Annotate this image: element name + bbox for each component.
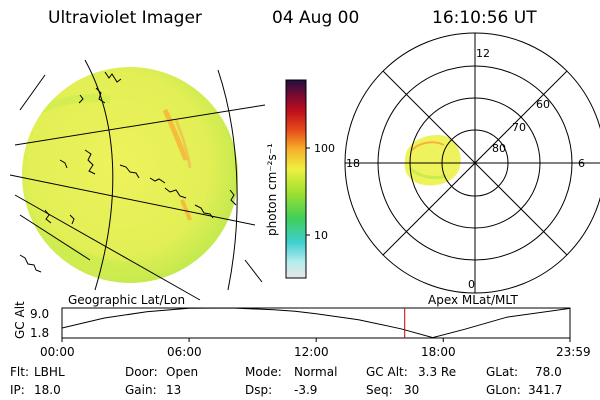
status-flt-value: LBHL [34, 365, 65, 379]
mlt-label-0: 0 [468, 278, 475, 291]
altitude-ytick-min: 1.8 [30, 326, 50, 340]
aurora-band-mid [174, 119, 192, 169]
polar-aurora [404, 135, 461, 186]
mlt-label-12: 12 [476, 47, 490, 60]
aurora-oval-bright [411, 141, 445, 151]
altitude-xtick-1200: 12:00 [294, 345, 329, 359]
altitude-frame [61, 307, 571, 339]
altitude-xtick-0000: 00:00 [40, 345, 75, 359]
status-ip-value: 18.0 [34, 383, 61, 397]
status-glon-value: 341.7 [528, 383, 563, 397]
altitude-series [62, 308, 570, 338]
status-gain-label: Gain: [125, 383, 157, 397]
status-gain-value: 13 [166, 383, 182, 397]
status-mode-value: Normal [294, 365, 338, 379]
status-flt-label: Flt: [10, 365, 29, 379]
diag-2 [382, 70, 568, 256]
lat-lon-grid [9, 59, 266, 301]
colorbar-label-10: 10 [314, 229, 328, 242]
status-gcalt-label: GC Alt: [366, 365, 408, 379]
altitude-plot [61, 307, 571, 342]
lat-label-70: 70 [512, 121, 526, 134]
grid-line-1 [14, 104, 266, 146]
colorbar-unit-label: photon cm⁻²s⁻¹ [265, 143, 279, 236]
grid-line-3 [14, 194, 201, 301]
grid-line-2 [9, 174, 256, 226]
status-dsp-label: Dsp: [245, 383, 273, 397]
coast-6 [119, 164, 140, 179]
grid-meridian-1 [84, 59, 114, 291]
altitude-xtick-0600: 06:00 [167, 345, 202, 359]
status-ip-label: IP: [10, 383, 25, 397]
coast-12 [69, 214, 75, 225]
status-gcalt-value: 3.3 Re [418, 365, 457, 379]
coast-4 [84, 149, 96, 175]
grid-edge-1 [19, 74, 46, 111]
coast-8 [164, 187, 187, 199]
geographic-image [9, 59, 266, 301]
coast-10 [44, 209, 52, 224]
status-dsp-value: -3.9 [294, 383, 318, 397]
grid-line-4 [19, 214, 91, 261]
coast-2 [95, 87, 106, 104]
colorbar [285, 79, 310, 279]
green-patch-east [206, 236, 238, 254]
green-patch-north [38, 94, 111, 114]
altitude-xtick-1800: 18:00 [421, 345, 456, 359]
coast-13 [229, 189, 237, 206]
coast-1 [104, 71, 122, 83]
polar-grid [344, 32, 600, 294]
status-seq-label: Seq: [366, 383, 393, 397]
coast-7 [149, 177, 166, 184]
status-mode-label: Mode: [245, 365, 282, 379]
earth-disk [22, 67, 238, 283]
altitude-ytick-max: 9.0 [30, 307, 50, 321]
observation-time: 16:10:56 UT [432, 8, 537, 28]
right-panel-caption: Apex MLat/MLT [428, 293, 518, 307]
colorbar-gradient [285, 79, 307, 279]
status-door-value: Open [166, 365, 199, 379]
altitude-xtick-2359: 23:59 [556, 345, 591, 359]
status-seq-value: 30 [404, 383, 420, 397]
coast-11 [19, 254, 42, 273]
coast-9 [194, 204, 214, 219]
grid-meridian-2 [217, 69, 238, 291]
left-panel-caption: Geographic Lat/Lon [68, 293, 186, 307]
aurora-oval-edge [408, 166, 447, 180]
grid-edge-2 [244, 259, 263, 283]
colorbar-label-100: 100 [314, 142, 335, 155]
mlt-label-18: 18 [346, 157, 360, 170]
coast-5 [59, 159, 68, 169]
polar-plot [344, 32, 600, 294]
status-glat-label: GLat: [486, 365, 519, 379]
status-glon-label: GLon: [486, 383, 521, 397]
coast-3 [78, 94, 84, 104]
lat-label-60: 60 [536, 98, 550, 111]
lat-label-80: 80 [492, 142, 506, 155]
status-door-label: Door: [125, 365, 158, 379]
status-glat-value: 78.0 [535, 365, 562, 379]
observation-date: 04 Aug 00 [272, 8, 360, 28]
instrument-title: Ultraviolet Imager [48, 8, 202, 28]
coastlines [19, 71, 237, 273]
mlt-label-6: 6 [578, 157, 585, 170]
altitude-ylabel: GC Alt [13, 301, 27, 339]
aurora-band-upper [162, 108, 189, 161]
altitude-x-ticks [61, 338, 571, 342]
